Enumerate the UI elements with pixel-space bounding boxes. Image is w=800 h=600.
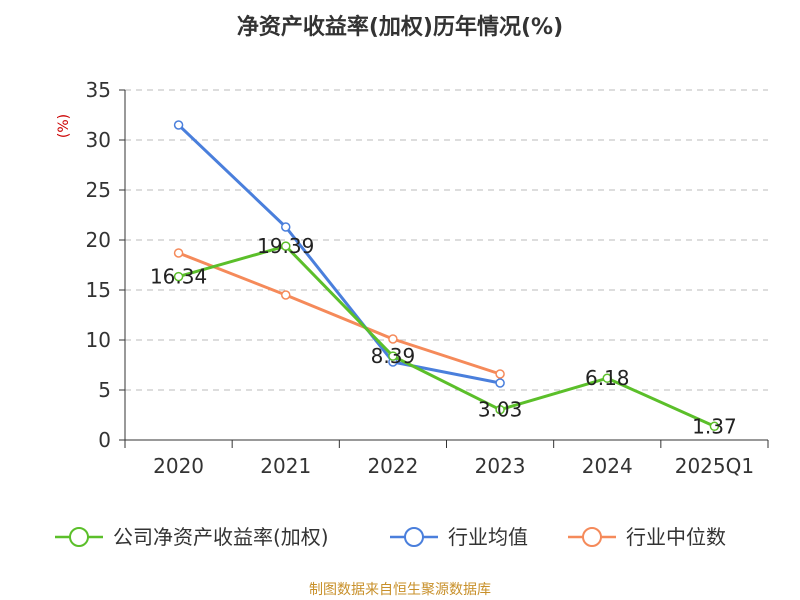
legend-item[interactable]: 行业均值	[390, 525, 528, 549]
data-label: 19.39	[257, 234, 314, 258]
x-tick-label: 2025Q1	[675, 454, 754, 478]
y-tick-label: 5	[98, 378, 111, 402]
data-label: 1.37	[692, 414, 737, 438]
data-point	[495, 369, 505, 379]
data-label: 6.18	[585, 366, 630, 390]
data-label: 16.34	[150, 265, 207, 289]
data-labels: 16.34 19.39 8.39 3.03 6.18 1.37	[150, 234, 737, 438]
y-tick-label: 10	[86, 328, 111, 352]
legend-marker-icon	[582, 527, 602, 547]
legend-label: 行业均值	[448, 525, 528, 549]
data-point	[709, 421, 720, 432]
x-tick-label: 2020	[153, 454, 204, 478]
data-point	[602, 373, 612, 383]
y-tick-label: 0	[98, 428, 111, 452]
data-point	[281, 290, 291, 300]
series-lines	[173, 120, 720, 432]
chart-title: 净资产收益率(加权)历年情况(%)	[237, 14, 563, 40]
legend-marker-icon	[404, 527, 424, 547]
x-tick-label: 2022	[367, 454, 418, 478]
legend-item[interactable]: 公司净资产收益率(加权)	[55, 525, 329, 549]
y-tick-label: 15	[86, 278, 111, 302]
data-point	[281, 241, 291, 251]
series-line	[177, 123, 501, 385]
series-line	[178, 251, 501, 376]
y-tick-label: 20	[86, 228, 111, 252]
legend[interactable]: 公司净资产收益率(加权) 行业均值 行业中位数	[55, 525, 726, 549]
axes: 0 5 10 15 20 25 30 35 2020 2021 2022 2023 2024 2025Q1	[86, 78, 769, 478]
legend-marker-icon	[69, 527, 89, 547]
y-tick-label: 30	[86, 128, 111, 152]
data-point	[173, 271, 184, 282]
data-point	[388, 351, 398, 361]
grid-lines	[125, 89, 768, 391]
y-tick-label: 25	[86, 178, 111, 202]
data-point	[495, 378, 505, 388]
x-tick-label: 2021	[260, 454, 311, 478]
x-tick-label: 2023	[475, 454, 526, 478]
data-point	[388, 334, 398, 344]
y-axis-label: (%)	[56, 114, 72, 138]
y-tick-label: 35	[86, 78, 111, 102]
data-point	[495, 404, 505, 415]
data-label: 8.39	[371, 344, 416, 368]
legend-label: 行业中位数	[626, 525, 726, 549]
data-label: 3.03	[478, 398, 523, 422]
source-note: 制图数据来自恒生聚源数据库	[309, 582, 491, 598]
data-point	[173, 248, 184, 258]
x-tick-label: 2024	[582, 454, 633, 478]
legend-item[interactable]: 行业中位数	[568, 525, 726, 549]
data-point	[281, 222, 291, 232]
data-point	[173, 120, 184, 130]
legend-label: 公司净资产收益率(加权)	[113, 525, 329, 549]
series-line	[178, 244, 716, 428]
